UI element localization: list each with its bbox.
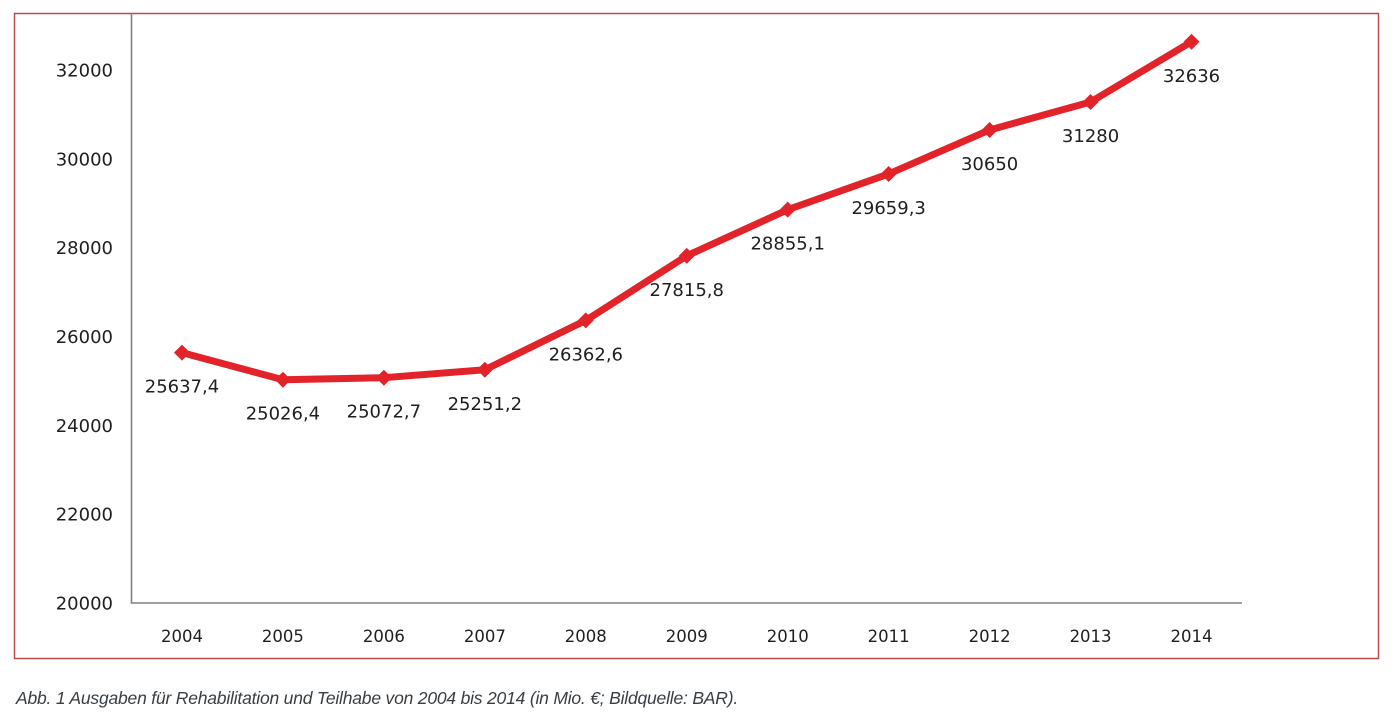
figure-caption: Abb. 1 Ausgaben für Rehabilitation und T… [16,688,738,708]
x-axis-tick-label: 2012 [969,627,1011,646]
data-point-marker [274,371,291,388]
x-axis-tick-label: 2005 [262,627,304,646]
data-point-marker [981,121,998,138]
data-point-marker [678,247,695,264]
x-axis-tick-label: 2013 [1070,627,1112,646]
chart-frame-border [13,12,1380,660]
data-point-label: 25072,7 [347,402,421,423]
y-axis-tick-label: 28000 [56,238,113,259]
data-point-marker [577,312,594,329]
data-point-marker [476,361,493,378]
x-axis-tick-label: 2009 [666,627,708,646]
y-axis-tick-label: 32000 [56,61,113,82]
x-axis-tick-label: 2011 [868,627,910,646]
y-axis-tick-label: 20000 [56,594,113,615]
data-point-label: 31280 [1062,126,1119,147]
y-axis-tick-label: 22000 [56,505,113,526]
y-axis-tick-label: 24000 [56,416,113,437]
data-point-marker [779,201,796,218]
data-point-marker [173,344,190,361]
data-point-label: 29659,3 [851,198,925,219]
data-point-marker [375,369,392,386]
data-point-label: 28855,1 [750,234,824,255]
x-axis-tick-label: 2007 [464,627,506,646]
data-point-label: 25637,4 [145,377,219,398]
x-axis-tick-label: 2014 [1171,627,1213,646]
trend-line [178,38,1196,384]
x-axis-tick-label: 2010 [767,627,809,646]
data-point-label: 32636 [1163,66,1220,87]
x-axis-tick-label: 2004 [161,627,203,646]
data-point-label: 26362,6 [549,344,623,365]
data-point-label: 25251,2 [448,394,522,415]
data-point-marker [1082,93,1099,110]
data-point-marker [1183,33,1200,50]
y-axis-tick-label: 30000 [56,149,113,170]
data-point-marker [880,165,897,182]
x-axis-tick-label: 2008 [565,627,607,646]
x-axis-tick-label: 2006 [363,627,405,646]
data-point-label: 30650 [961,154,1018,175]
data-point-label: 25026,4 [246,404,320,425]
data-point-label: 27815,8 [650,280,724,301]
y-axis-tick-label: 26000 [56,327,113,348]
